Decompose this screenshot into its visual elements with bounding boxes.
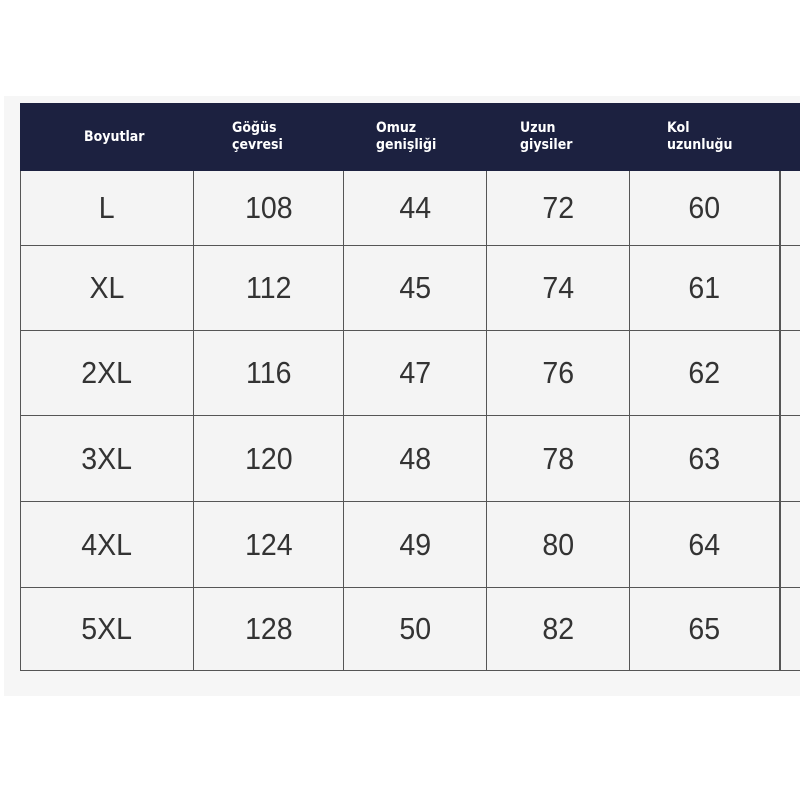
measurement-cell: 80 [487, 502, 630, 588]
measurement-cell: 47 [344, 331, 487, 416]
cell-value: 5XL [81, 611, 133, 646]
cell-value: 116 [245, 355, 292, 390]
size-label-cell: 2XL [20, 331, 194, 416]
measurement-cell: 50 [344, 588, 487, 671]
column-header: Omuz genişliği [376, 120, 437, 153]
measurement-cell: 78 [487, 416, 630, 502]
cell-value: 48 [399, 440, 431, 476]
cell-value: 60 [688, 190, 721, 225]
cell-value: 62 [688, 355, 721, 390]
cell-value: 65 [688, 611, 721, 646]
column-header: Uzun giysiler [520, 120, 573, 153]
measurement-cell: 72 [487, 171, 630, 246]
cell-value: 49 [399, 526, 431, 562]
cell-value: 128 [244, 611, 293, 646]
measurement-cell: 49 [344, 502, 487, 588]
cell-value: 112 [245, 270, 292, 305]
measurement-cell: 124 [194, 502, 344, 588]
cropped-cell [780, 171, 800, 246]
measurement-cell: 112 [194, 246, 344, 331]
size-chart-header: Boyutlar Göğüs çevresi Omuz genişliği Uzun … [20, 103, 800, 171]
measurement-cell: 63 [630, 416, 780, 502]
cell-value: 120 [244, 440, 293, 476]
measurement-cell: 62 [630, 331, 780, 416]
cell-value: 45 [399, 270, 431, 305]
measurement-cell: 120 [194, 416, 344, 502]
cell-value: 50 [399, 611, 431, 646]
cell-value: 80 [542, 526, 574, 562]
cell-value: 108 [244, 190, 293, 225]
measurement-cell: 61 [630, 246, 780, 331]
cell-value: 61 [688, 270, 721, 305]
cell-value: 72 [542, 190, 574, 225]
cell-value: 44 [399, 190, 431, 225]
column-header: Kol uzunluğu [667, 120, 733, 153]
measurement-cell: 64 [630, 502, 780, 588]
measurement-cell: 48 [344, 416, 487, 502]
measurement-cell: 60 [630, 171, 780, 246]
column-header: Göğüs çevresi [232, 120, 283, 153]
measurement-cell: 76 [487, 331, 630, 416]
measurement-cell: 82 [487, 588, 630, 671]
column-header: Boyutlar [84, 128, 145, 145]
size-label-cell: 3XL [20, 416, 194, 502]
cell-value: 78 [542, 440, 574, 476]
cropped-cell [780, 502, 800, 588]
cropped-cell [780, 588, 800, 671]
size-label-cell: XL [20, 246, 194, 331]
size-label-cell: L [20, 171, 194, 246]
cell-value: 64 [688, 526, 721, 562]
cell-value: 3XL [81, 440, 133, 476]
size-label-cell: 5XL [20, 588, 194, 671]
measurement-cell: 65 [630, 588, 780, 671]
measurement-cell: 108 [194, 171, 344, 246]
cell-value: 124 [244, 526, 293, 562]
cell-value: 76 [542, 355, 574, 390]
cell-value: L [99, 190, 115, 225]
measurement-cell: 45 [344, 246, 487, 331]
measurement-cell: 128 [194, 588, 344, 671]
cell-value: 2XL [81, 355, 133, 390]
measurement-cell: 74 [487, 246, 630, 331]
cell-value: 82 [542, 611, 574, 646]
cell-value: XL [89, 270, 125, 305]
size-label-cell: 4XL [20, 502, 194, 588]
measurement-cell: 116 [194, 331, 344, 416]
cell-value: 47 [399, 355, 431, 390]
cell-value: 4XL [81, 526, 133, 562]
cropped-cell [780, 246, 800, 331]
cell-value: 74 [542, 270, 574, 305]
measurement-cell: 44 [344, 171, 487, 246]
cell-value: 63 [688, 440, 721, 476]
cropped-cell [780, 416, 800, 502]
cropped-cell [780, 331, 800, 416]
size-chart-table: L 108 44 72 60 XL 112 45 74 61 2XL 116 47 76 62 3XL 120 4… [20, 171, 800, 671]
